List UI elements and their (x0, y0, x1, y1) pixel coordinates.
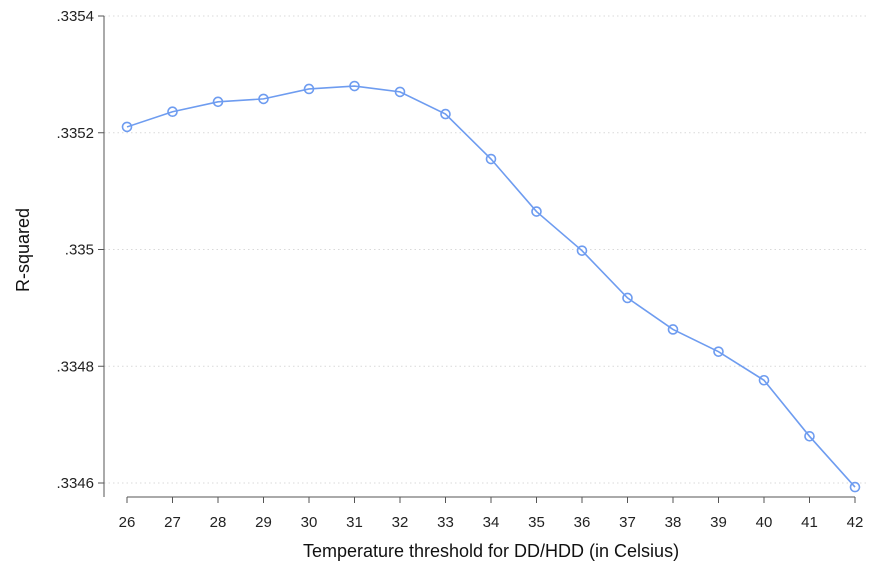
x-tick-label: 35 (528, 514, 545, 531)
y-tick-label: .3352 (56, 125, 94, 142)
x-tick-label: 39 (710, 514, 727, 531)
x-tick-label: 29 (255, 514, 272, 531)
data-point (667, 324, 679, 335)
x-tick-label: 38 (665, 514, 682, 531)
y-tick-label: .335 (65, 242, 94, 259)
data-point (121, 121, 133, 133)
y-tick-label: .3346 (56, 475, 94, 492)
x-tick-label: 26 (119, 514, 136, 531)
data-point (531, 206, 542, 217)
data-point (713, 346, 724, 357)
data-point (349, 80, 360, 92)
x-tick-label: 42 (847, 514, 864, 531)
x-tick-label: 41 (801, 514, 818, 531)
x-tick-label: 32 (392, 514, 409, 531)
gridlines (104, 15, 869, 484)
data-point (804, 430, 815, 442)
data-point (849, 481, 861, 493)
data-point (394, 86, 406, 98)
data-point (258, 93, 269, 105)
data-point (758, 374, 770, 386)
data-point (303, 83, 315, 95)
y-axis-title: R-squared (13, 208, 33, 292)
y-tick-label: .3354 (56, 8, 94, 25)
y-tick-label: .3348 (56, 358, 94, 375)
x-tick-label: 33 (437, 514, 454, 531)
data-point (440, 108, 451, 120)
axes: .3346 .3348 .335 .3352 .3354 26 27 28 29 30 31 32 33… (56, 8, 863, 531)
data-point (485, 153, 497, 165)
x-tick-label: 36 (574, 514, 591, 531)
x-tick-label: 30 (301, 514, 318, 531)
series-line (126, 85, 856, 488)
series (121, 80, 861, 493)
x-axis-title: Temperature threshold for DD/HDD (in Cel… (303, 541, 679, 561)
x-tick-label: 28 (210, 514, 227, 531)
x-tick-label: 40 (756, 514, 773, 531)
x-tick-label: 31 (346, 514, 363, 531)
data-point (576, 245, 588, 256)
data-point (167, 106, 178, 118)
x-tick-label: 37 (619, 514, 636, 531)
data-point (622, 292, 633, 304)
x-tick-label: 27 (164, 514, 181, 531)
data-point (212, 96, 224, 108)
x-tick-label: 34 (483, 514, 500, 531)
